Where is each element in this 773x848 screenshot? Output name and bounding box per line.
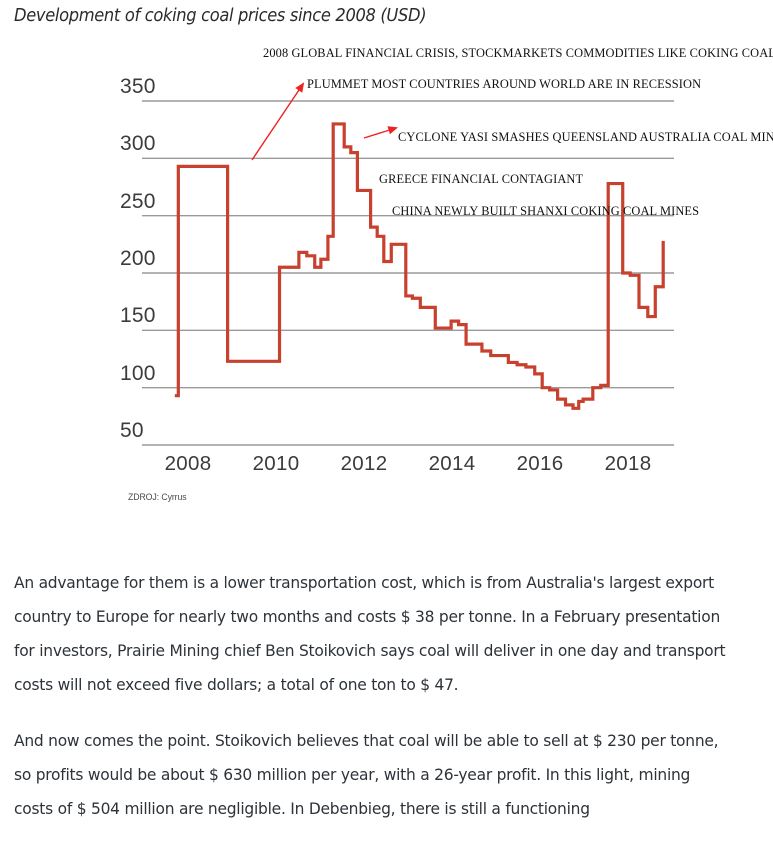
- y-axis-tick-300: 300: [120, 132, 156, 156]
- article-paragraph-2: And now comes the point. Stoikovich beli…: [14, 731, 719, 818]
- x-axis-tick-2010: 2010: [252, 452, 300, 475]
- article-paragraph-1: An advantage for them is a lower transpo…: [14, 573, 726, 694]
- article-page: Development of coking coal prices since …: [14, 6, 773, 818]
- arrow-to-plummet: [251, 82, 305, 161]
- y-axis-tick-150: 150: [120, 304, 156, 328]
- chart-title: Development of coking coal prices since …: [14, 6, 427, 26]
- y-axis-tick-250: 250: [120, 189, 156, 213]
- annotation-arrows: [251, 82, 399, 161]
- price-line-0: [174, 122, 665, 410]
- annotation-china: CHINA NEWLY BUILT SHANXI COKING COAL MIN…: [392, 204, 700, 218]
- arrow-to-cyclone: [363, 126, 399, 139]
- gridlines: [142, 100, 674, 446]
- annotation-greece: GREECE FINANCIAL CONTAGIANT: [379, 172, 584, 186]
- y-axis-tick-350: 350: [120, 75, 156, 98]
- chart-source-note: ZDROJ: Cyrrus: [128, 492, 187, 503]
- x-axis-tick-2012: 2012: [340, 452, 388, 475]
- annotation-crisis: 2008 GLOBAL FINANCIAL CRISIS, STOCKMARKE…: [263, 46, 773, 60]
- article-body: An advantage for them is a lower transpo…: [14, 566, 759, 848]
- x-axis-tick-2018: 2018: [604, 452, 652, 475]
- x-axis-tick-2014: 2014: [428, 452, 476, 475]
- y-axis-tick-50: 50: [120, 419, 144, 442]
- annotation-cyclone: CYCLONE YASI SMASHES QUEENSLAND AUSTRALI…: [398, 130, 773, 144]
- annotation-plummet: PLUMMET MOST COUNTRIES AROUND WORLD ARE …: [307, 77, 702, 91]
- price-line-series: [174, 122, 665, 410]
- coking-coal-price-chart: Development of coking coal prices since …: [14, 6, 773, 503]
- chart-canvas: [142, 82, 674, 446]
- x-axis-tick-2008: 2008: [164, 452, 212, 475]
- y-axis-tick-100: 100: [120, 361, 156, 385]
- x-axis-tick-2016: 2016: [516, 452, 564, 475]
- y-axis-tick-200: 200: [120, 247, 156, 270]
